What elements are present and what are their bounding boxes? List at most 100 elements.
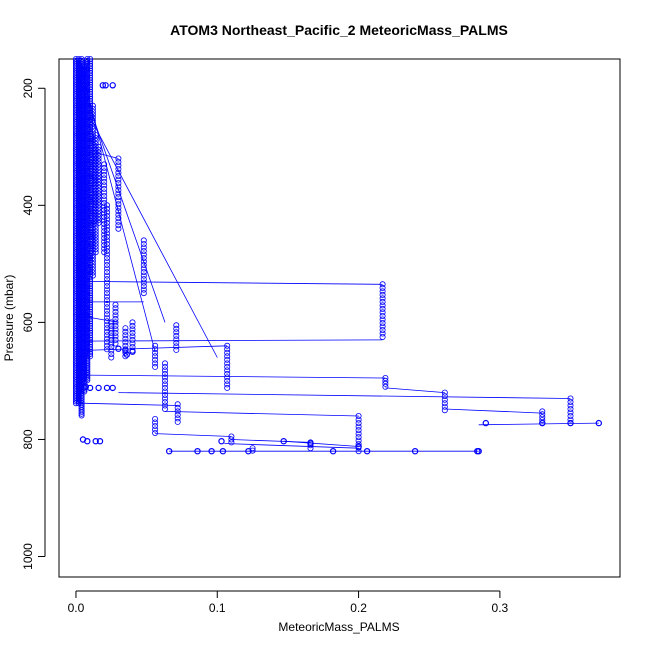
data-point xyxy=(379,312,386,319)
data-point xyxy=(173,346,180,353)
data-point xyxy=(89,266,96,273)
data-point xyxy=(104,293,111,300)
data-point xyxy=(87,348,94,355)
data-point xyxy=(87,327,94,334)
data-point xyxy=(104,286,111,293)
data-marks xyxy=(73,56,603,455)
data-point xyxy=(87,280,94,287)
data-point xyxy=(379,295,386,302)
data-point xyxy=(95,178,102,185)
series-segment xyxy=(84,374,386,379)
data-point xyxy=(87,292,94,299)
data-point xyxy=(87,74,94,81)
data-point xyxy=(112,322,119,329)
data-point xyxy=(174,418,181,425)
data-point xyxy=(92,240,99,247)
data-point xyxy=(355,443,362,450)
data-point xyxy=(92,225,99,232)
data-point xyxy=(140,290,147,297)
data-point xyxy=(115,215,122,222)
data-point xyxy=(104,223,111,230)
data-point xyxy=(539,419,546,427)
data-point xyxy=(224,349,231,356)
data-point xyxy=(108,347,115,354)
data-point xyxy=(101,189,108,196)
data-point xyxy=(104,247,111,254)
data-point xyxy=(89,108,96,115)
data-point xyxy=(92,246,99,253)
data-point xyxy=(379,305,386,312)
data-point xyxy=(224,370,231,377)
data-point xyxy=(567,416,574,423)
data-point xyxy=(101,168,108,175)
data-point xyxy=(87,318,94,325)
data-point xyxy=(87,311,94,318)
data-point xyxy=(474,448,481,455)
data-point xyxy=(87,332,94,339)
data-point xyxy=(104,307,111,314)
data-point xyxy=(161,367,168,374)
data-point xyxy=(382,380,389,387)
data-point xyxy=(355,441,362,448)
data-point xyxy=(104,219,111,226)
data-point xyxy=(84,373,91,380)
data-point xyxy=(87,320,94,327)
data-point xyxy=(87,86,94,93)
data-point xyxy=(95,143,102,150)
data-point xyxy=(104,283,111,290)
data-point xyxy=(108,350,115,357)
data-point xyxy=(87,278,94,285)
data-point xyxy=(173,336,180,343)
series-segment xyxy=(283,440,359,447)
data-point xyxy=(95,155,102,162)
data-point xyxy=(363,448,371,455)
series-segment xyxy=(164,411,359,417)
data-point xyxy=(104,216,111,223)
data-point xyxy=(355,434,362,441)
data-point xyxy=(441,393,448,400)
data-point xyxy=(87,313,94,320)
data-point xyxy=(108,319,115,326)
data-point xyxy=(101,175,108,182)
data-point xyxy=(379,288,386,295)
data-point xyxy=(115,225,122,232)
data-point xyxy=(218,438,225,445)
data-point xyxy=(152,419,159,426)
data-point xyxy=(228,439,235,446)
data-point xyxy=(224,342,231,349)
data-point xyxy=(104,212,111,219)
data-point xyxy=(112,340,119,347)
data-point xyxy=(104,244,111,251)
data-point xyxy=(355,412,362,419)
data-point xyxy=(84,375,91,382)
data-point xyxy=(355,420,362,427)
data-point xyxy=(108,354,115,361)
data-point xyxy=(89,269,96,276)
data-point xyxy=(102,82,109,89)
data-point xyxy=(482,419,489,427)
data-point xyxy=(89,263,96,270)
data-point xyxy=(539,417,546,424)
data-point xyxy=(112,305,119,312)
data-point xyxy=(87,325,94,332)
data-point xyxy=(87,285,94,292)
data-point xyxy=(104,233,111,240)
data-point xyxy=(129,333,136,340)
data-point xyxy=(112,333,119,340)
data-point xyxy=(567,405,574,412)
data-point xyxy=(104,226,111,233)
data-point xyxy=(112,329,119,336)
data-point xyxy=(78,412,85,419)
data-point xyxy=(95,193,102,200)
data-point xyxy=(355,437,362,444)
data-point xyxy=(104,290,111,297)
data-point xyxy=(87,353,94,360)
data-point xyxy=(140,254,147,261)
data-point xyxy=(95,187,102,194)
series-segment xyxy=(224,443,359,449)
data-point xyxy=(567,409,574,416)
data-point xyxy=(122,347,129,354)
data-point xyxy=(95,384,102,392)
data-point xyxy=(355,423,362,430)
